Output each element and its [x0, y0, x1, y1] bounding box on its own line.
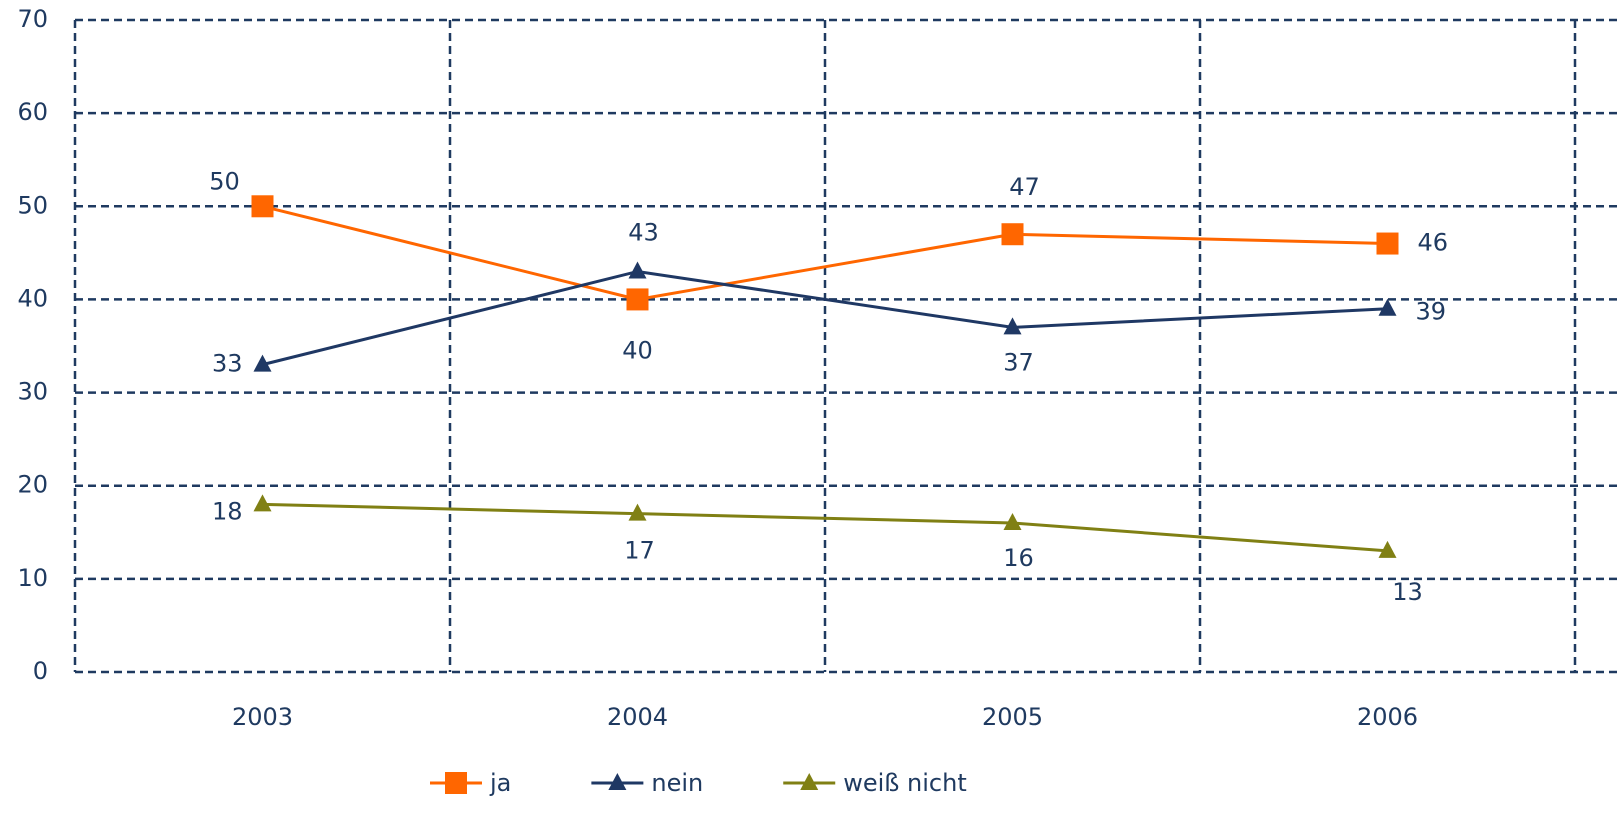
x-tick-label: 2003 [232, 703, 293, 731]
point-marker [253, 354, 272, 372]
data-label: 37 [1003, 348, 1034, 376]
data-label: 18 [212, 497, 243, 525]
point-marker [1376, 232, 1399, 255]
point-marker [253, 494, 272, 512]
y-tick-label: 70 [17, 5, 48, 33]
y-tick-label: 50 [17, 191, 48, 219]
y-tick-label: 30 [17, 378, 48, 406]
legend-marker [608, 773, 627, 790]
y-tick-label: 10 [17, 564, 48, 592]
data-label: 46 [1418, 229, 1449, 257]
data-label: 47 [1009, 173, 1040, 201]
data-label: 13 [1392, 578, 1423, 606]
legend-marker [445, 772, 467, 794]
legend-marker [800, 773, 819, 790]
data-label: 40 [622, 336, 653, 364]
x-tick-label: 2006 [1357, 703, 1418, 731]
x-tick-label: 2004 [607, 703, 668, 731]
data-label: 16 [1003, 544, 1034, 572]
legend-label: weiß nicht [843, 769, 967, 797]
point-marker [1003, 317, 1022, 335]
point-marker [626, 288, 649, 311]
data-label: 33 [212, 350, 243, 378]
data-label: 50 [209, 167, 240, 195]
point-marker [1378, 540, 1397, 558]
data-label: 43 [628, 218, 659, 246]
series-line [262, 502, 1388, 553]
point-marker [1378, 298, 1397, 316]
point-marker [1001, 223, 1024, 246]
y-tick-label: 20 [17, 471, 48, 499]
series-line [262, 269, 1388, 367]
y-tick-label: 40 [17, 284, 48, 312]
point-marker [251, 195, 274, 218]
y-tick-label: 0 [33, 657, 48, 685]
legend-label: ja [489, 769, 511, 797]
point-marker [628, 503, 647, 521]
point-marker [628, 261, 647, 279]
y-tick-label: 60 [17, 98, 48, 126]
x-tick-label: 2005 [982, 703, 1043, 731]
point-marker [1003, 512, 1022, 530]
legend-label: nein [651, 769, 703, 797]
data-label: 39 [1416, 298, 1447, 326]
data-label: 17 [624, 537, 655, 565]
series-line [262, 204, 1388, 301]
